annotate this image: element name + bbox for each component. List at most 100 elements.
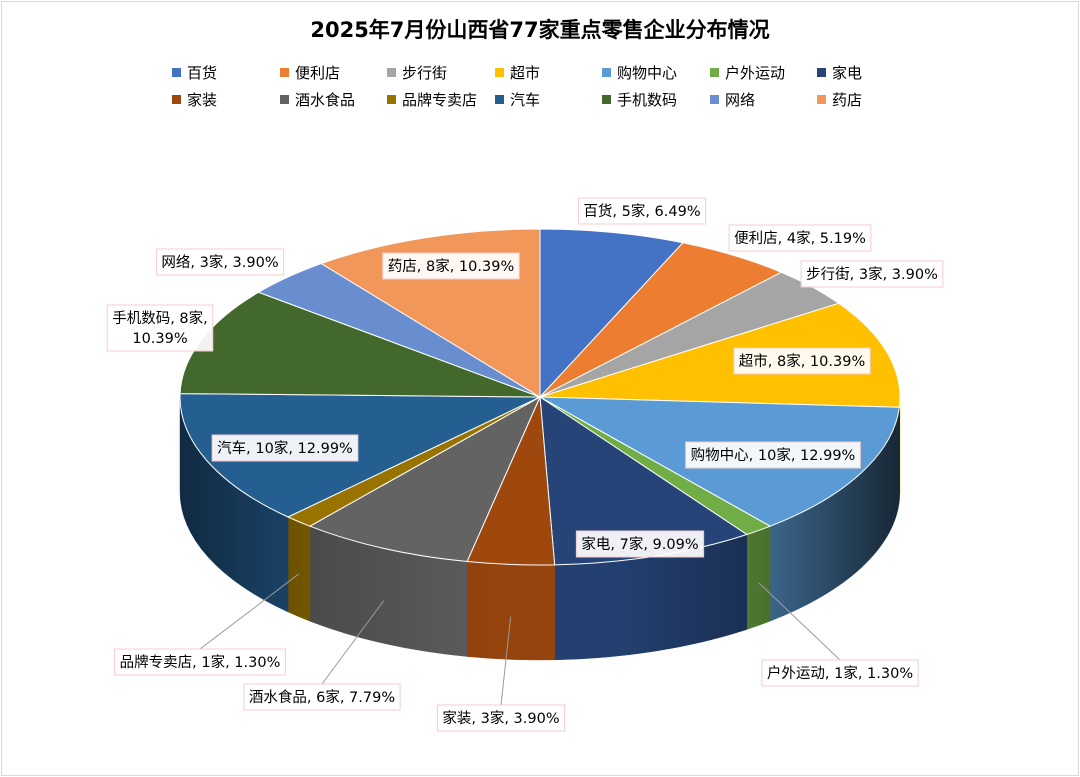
data-label-box bbox=[761, 659, 919, 687]
legend-swatch bbox=[817, 95, 826, 104]
data-label-text: 百货, 5家, 6.49% bbox=[583, 203, 700, 220]
legend-item: 酒水食品 bbox=[280, 89, 355, 110]
label-leader-line bbox=[500, 616, 512, 706]
data-label-box bbox=[155, 248, 285, 276]
data-label: 酒水食品, 6家, 7.79% bbox=[243, 683, 401, 711]
legend-label: 酒水食品 bbox=[295, 91, 356, 109]
data-label-box bbox=[436, 704, 566, 732]
legend-swatch bbox=[172, 68, 181, 77]
legend-item: 网络 bbox=[710, 89, 755, 110]
pie-side-walls bbox=[179, 396, 901, 661]
data-label-text: 家装, 3家, 3.90% bbox=[442, 710, 559, 727]
data-label-box bbox=[243, 683, 401, 711]
legend-item: 家装 bbox=[172, 89, 217, 110]
legend-label: 汽车 bbox=[510, 91, 541, 109]
label-leader-line bbox=[321, 600, 385, 685]
legend-label: 品牌专卖店 bbox=[402, 91, 478, 109]
data-label-box bbox=[382, 252, 520, 280]
data-label-box bbox=[685, 441, 861, 469]
data-label-text: 家电, 7家, 9.09% bbox=[581, 536, 698, 553]
data-label: 汽车, 10家, 12.99% bbox=[211, 434, 359, 462]
data-label: 户外运动, 1家, 1.30% bbox=[761, 659, 919, 687]
chart-title: 2025年7月份山西省77家重点零售企业分布情况 bbox=[310, 18, 770, 42]
data-label-text: 药店, 8家, 10.39% bbox=[388, 258, 514, 275]
legend-swatch bbox=[602, 68, 611, 77]
legend-label: 药店 bbox=[832, 91, 863, 109]
data-label-box bbox=[728, 224, 872, 252]
legend-item: 超市 bbox=[495, 62, 540, 83]
pie-slice-酒水食品 bbox=[308, 395, 542, 563]
data-label: 家电, 7家, 9.09% bbox=[575, 530, 705, 558]
label-leader-line bbox=[758, 582, 841, 661]
data-label: 品牌专卖店, 1家, 1.30% bbox=[114, 648, 286, 676]
legend-swatch bbox=[172, 95, 181, 104]
data-label-text: 手机数码, 8家, bbox=[112, 310, 208, 327]
data-label-box bbox=[733, 347, 871, 375]
legend-item: 手机数码 bbox=[602, 89, 677, 110]
data-label: 便利店, 4家, 5.19% bbox=[728, 224, 872, 252]
data-label: 百货, 5家, 6.49% bbox=[577, 197, 707, 225]
legend-item: 汽车 bbox=[495, 89, 540, 110]
label-leader-line bbox=[199, 573, 300, 650]
legend-label: 网络 bbox=[725, 91, 756, 109]
data-label-box bbox=[211, 434, 359, 462]
pie-wall-shading bbox=[180, 397, 900, 660]
data-label-text: 步行街, 3家, 3.90% bbox=[806, 266, 938, 283]
legend-swatch bbox=[602, 95, 611, 104]
data-label-text: 10.39% bbox=[132, 331, 187, 347]
legend-swatch bbox=[495, 68, 504, 77]
data-label-text: 酒水食品, 6家, 7.79% bbox=[249, 689, 395, 706]
data-label-box bbox=[106, 304, 214, 352]
data-label-text: 汽车, 10家, 12.99% bbox=[217, 440, 353, 457]
legend-item: 家电 bbox=[817, 62, 862, 83]
chart-legend: 百货 便利店 步行街 超市 购物中心 户外运动 家电家装 酒水食品 品牌专卖店 汽车 手机数码 网络 药… bbox=[172, 62, 932, 116]
data-label: 超市, 8家, 10.39% bbox=[733, 347, 871, 375]
legend-label: 超市 bbox=[510, 64, 541, 82]
data-label-box bbox=[800, 260, 944, 288]
legend-label: 家装 bbox=[187, 91, 218, 109]
legend-swatch bbox=[710, 95, 719, 104]
data-label-box bbox=[577, 197, 707, 225]
data-label: 步行街, 3家, 3.90% bbox=[800, 260, 944, 288]
data-labels: 百货, 5家, 6.49% 便利店, 4家, 5.19% 步行街, 3家, 3.90… bbox=[106, 197, 944, 732]
legend-label: 手机数码 bbox=[617, 91, 678, 109]
legend-swatch bbox=[495, 95, 504, 104]
data-label-box bbox=[114, 648, 286, 676]
legend-label: 家电 bbox=[832, 64, 863, 82]
data-label-text: 品牌专卖店, 1家, 1.30% bbox=[120, 654, 281, 671]
data-label: 药店, 8家, 10.39% bbox=[382, 252, 520, 280]
legend-label: 便利店 bbox=[295, 64, 341, 82]
pie-slice-百货 bbox=[539, 228, 684, 399]
legend-item: 购物中心 bbox=[602, 62, 677, 83]
legend-swatch bbox=[817, 68, 826, 77]
legend-swatch bbox=[280, 95, 289, 104]
legend-item: 户外运动 bbox=[710, 62, 785, 83]
pie-slice-汽车 bbox=[179, 393, 541, 518]
data-label-text: 超市, 8家, 10.39% bbox=[739, 353, 865, 370]
data-label-text: 网络, 3家, 3.90% bbox=[161, 254, 278, 271]
legend-item: 品牌专卖店 bbox=[387, 89, 477, 110]
legend-label: 步行街 bbox=[402, 64, 448, 82]
data-label-text: 便利店, 4家, 5.19% bbox=[734, 230, 866, 247]
pie-top bbox=[179, 228, 901, 566]
data-label: 网络, 3家, 3.90% bbox=[155, 248, 285, 276]
legend-item: 百货 bbox=[172, 62, 217, 83]
data-label-text: 购物中心, 10家, 12.99% bbox=[691, 447, 856, 464]
data-label: 家装, 3家, 3.90% bbox=[436, 704, 566, 732]
legend-label: 购物中心 bbox=[617, 64, 678, 82]
legend-item: 便利店 bbox=[280, 62, 340, 83]
legend-swatch bbox=[387, 68, 396, 77]
data-label: 购物中心, 10家, 12.99% bbox=[685, 441, 861, 469]
legend-item: 药店 bbox=[817, 89, 862, 110]
legend-swatch bbox=[387, 95, 396, 104]
data-label-text: 户外运动, 1家, 1.30% bbox=[767, 665, 913, 682]
data-label: 手机数码, 8家, 10.39% bbox=[106, 304, 214, 352]
legend-swatch bbox=[710, 68, 719, 77]
legend-item: 步行街 bbox=[387, 62, 447, 83]
pie-slice-超市 bbox=[539, 302, 901, 408]
legend-label: 户外运动 bbox=[725, 64, 786, 82]
legend-swatch bbox=[280, 68, 289, 77]
data-label-box bbox=[575, 530, 705, 558]
legend-label: 百货 bbox=[187, 64, 218, 82]
